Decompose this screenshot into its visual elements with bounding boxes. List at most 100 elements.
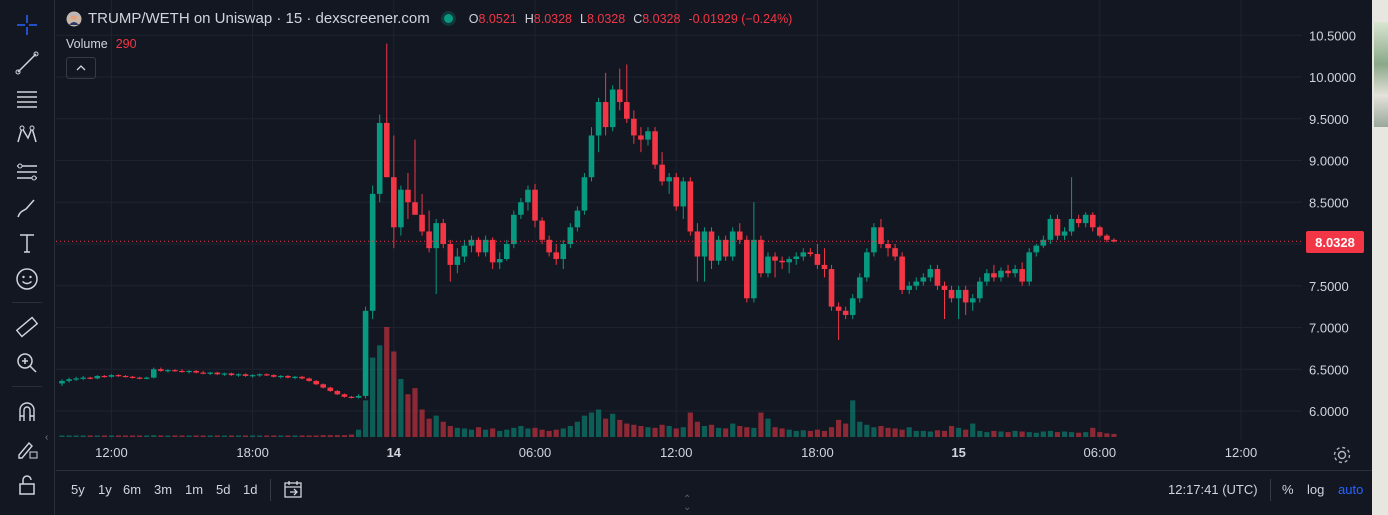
candle-body: [694, 231, 701, 257]
range-1y-button[interactable]: 1y: [98, 482, 112, 497]
token-logo-icon: [66, 11, 82, 26]
adjacent-window-edge: [1372, 0, 1388, 515]
fib-icon[interactable]: [10, 155, 44, 189]
volume-bar: [313, 435, 319, 437]
volume-bar: [419, 409, 425, 437]
log-toggle[interactable]: log: [1307, 482, 1325, 497]
close-label: C: [633, 11, 643, 26]
volume-bar: [271, 435, 277, 437]
expand-toolbar-icon[interactable]: ‹: [45, 432, 49, 443]
volume-bar: [525, 428, 531, 437]
volume-bar: [426, 418, 432, 437]
percent-toggle[interactable]: %: [1282, 482, 1294, 497]
text-icon[interactable]: [10, 226, 44, 260]
volume-bar: [490, 428, 496, 437]
volume-bar: [730, 423, 736, 437]
volume-bar: [73, 435, 79, 437]
candle-body: [892, 248, 898, 257]
candle-body: [440, 223, 447, 244]
volume-bar: [348, 434, 355, 437]
volume-bar: [638, 426, 644, 437]
candle-body: [172, 370, 178, 372]
go-to-date-icon[interactable]: [283, 479, 303, 499]
resize-handle-icon[interactable]: ⌃ ⌄: [683, 494, 692, 513]
candle-body: [454, 256, 461, 265]
pattern-icon[interactable]: [10, 118, 44, 152]
candle-body: [101, 375, 108, 378]
candle-body: [666, 177, 672, 182]
volume-bar: [461, 428, 468, 437]
range-5d-button[interactable]: 5d: [216, 482, 231, 497]
volume-bar: [920, 430, 926, 437]
candle-body: [1033, 245, 1040, 253]
volume-bar: [892, 428, 898, 437]
auto-toggle[interactable]: auto: [1338, 482, 1364, 497]
volume-value: 290: [115, 37, 137, 51]
volume-bar: [108, 435, 115, 437]
candle-body: [977, 281, 983, 299]
brush-icon[interactable]: [10, 191, 44, 225]
candle-body: [1026, 252, 1033, 282]
candle-body: [66, 379, 72, 381]
toolbar-divider: [12, 386, 42, 387]
volume-bar: [708, 424, 715, 437]
high-label: H: [524, 11, 534, 26]
candle-body: [313, 380, 319, 385]
volume-bar: [821, 430, 828, 437]
volume-bar: [384, 327, 390, 437]
range-1m-button[interactable]: 1m: [185, 482, 204, 497]
candle-body: [383, 122, 390, 178]
candle-body: [991, 273, 997, 278]
trend-line-icon[interactable]: [10, 46, 44, 80]
candle-body: [652, 131, 658, 165]
volume-bar: [1026, 432, 1032, 437]
candlestick-chart[interactable]: [56, 0, 1302, 440]
price-axis[interactable]: 10.500010.00009.50009.00008.50008.00007.…: [1302, 0, 1372, 440]
candle-body: [214, 372, 221, 375]
volume-bar: [355, 429, 362, 437]
candle-body: [934, 269, 941, 286]
chevron-up-icon: [76, 65, 86, 71]
candle-body: [150, 369, 157, 378]
collapse-legend-button[interactable]: [66, 57, 96, 79]
ruler-icon[interactable]: [10, 310, 44, 344]
volume-bar: [793, 430, 799, 437]
volume-bar: [278, 435, 284, 437]
lock-draw-icon[interactable]: [10, 431, 44, 465]
lock-icon[interactable]: [10, 468, 44, 502]
range-3m-button[interactable]: 3m: [154, 482, 173, 497]
horizontal-lines-icon[interactable]: [10, 82, 44, 116]
volume-bar: [998, 431, 1004, 437]
candle-body: [94, 375, 101, 379]
crosshair-icon[interactable]: [10, 8, 44, 42]
emoji-icon[interactable]: [10, 262, 44, 296]
candle-body: [129, 376, 136, 378]
volume-bar: [165, 435, 171, 437]
volume-bar: [786, 429, 792, 437]
volume-bar: [567, 426, 573, 437]
magnet-icon[interactable]: [10, 395, 44, 429]
chart-settings-gear-icon[interactable]: [1331, 444, 1353, 466]
candle-body: [256, 374, 263, 376]
volume-bar: [927, 431, 933, 437]
volume-bar: [228, 435, 235, 437]
candle-body: [320, 384, 327, 388]
range-6m-button[interactable]: 6m: [123, 482, 142, 497]
candle-body: [751, 239, 757, 299]
volume-bar: [723, 428, 729, 437]
candle-body: [878, 227, 884, 244]
candle-body: [532, 189, 538, 221]
volume-bar: [504, 429, 510, 437]
range-5y-button[interactable]: 5y: [71, 482, 85, 497]
zoom-in-icon[interactable]: [10, 346, 44, 380]
range-1d-button[interactable]: 1d: [243, 482, 258, 497]
candle-body: [539, 220, 545, 240]
volume-bar: [1111, 433, 1117, 437]
price-tick-label: 7.5000: [1309, 279, 1349, 294]
volume-bar: [871, 427, 877, 437]
candle-body: [793, 256, 800, 260]
time-tick-label: 12:00: [1225, 445, 1258, 460]
volume-bar: [991, 430, 997, 437]
time-axis[interactable]: 12:00 18:00 14 06:00 12:00 18:00 15 06:00 12:00: [56, 440, 1302, 468]
utc-clock[interactable]: 12:17:41 (UTC): [1168, 482, 1258, 497]
